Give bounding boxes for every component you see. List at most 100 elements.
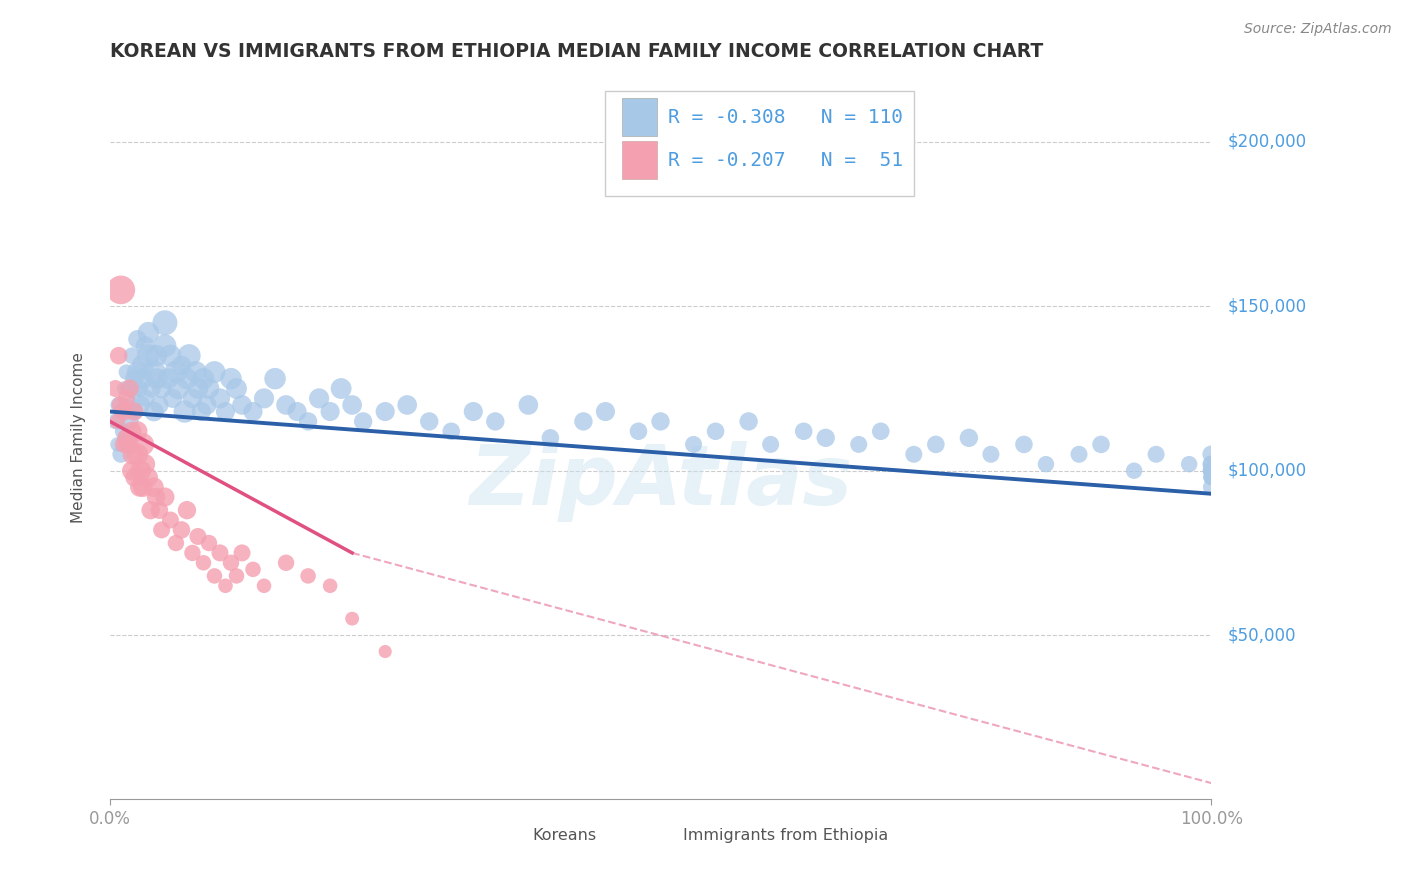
Point bbox=[132, 359, 155, 373]
Point bbox=[138, 349, 160, 363]
Text: Source: ZipAtlas.com: Source: ZipAtlas.com bbox=[1244, 22, 1392, 37]
Point bbox=[128, 382, 150, 396]
Point bbox=[1199, 470, 1222, 484]
Point bbox=[150, 382, 173, 396]
Point bbox=[142, 480, 165, 494]
Point bbox=[538, 431, 561, 445]
Point bbox=[124, 470, 146, 484]
Point bbox=[145, 349, 167, 363]
Point bbox=[145, 490, 167, 504]
Point bbox=[124, 404, 146, 418]
Point bbox=[484, 414, 506, 428]
Point bbox=[1199, 480, 1222, 494]
Point bbox=[1199, 464, 1222, 478]
Point bbox=[572, 414, 595, 428]
Point bbox=[110, 398, 132, 412]
Point bbox=[176, 503, 198, 517]
Point bbox=[264, 372, 287, 386]
Point bbox=[242, 562, 264, 576]
Point bbox=[107, 437, 129, 451]
Point bbox=[1199, 457, 1222, 471]
Point bbox=[208, 546, 231, 560]
Point bbox=[115, 431, 138, 445]
Point bbox=[219, 556, 242, 570]
Point bbox=[253, 392, 276, 406]
Point bbox=[153, 339, 176, 353]
Point bbox=[374, 644, 396, 658]
Point bbox=[219, 372, 242, 386]
Point bbox=[340, 612, 363, 626]
FancyBboxPatch shape bbox=[647, 823, 676, 848]
Point bbox=[187, 529, 209, 543]
Point bbox=[204, 569, 226, 583]
Point bbox=[110, 404, 132, 418]
Point bbox=[132, 372, 155, 386]
Point bbox=[138, 326, 160, 340]
Point bbox=[153, 490, 176, 504]
Point bbox=[127, 332, 149, 346]
Point bbox=[340, 398, 363, 412]
Point bbox=[193, 372, 215, 386]
Point bbox=[121, 424, 143, 438]
Point bbox=[122, 404, 145, 418]
Point bbox=[793, 424, 815, 438]
Point bbox=[308, 392, 330, 406]
Point bbox=[142, 365, 165, 379]
Point bbox=[1144, 447, 1167, 461]
Point bbox=[759, 437, 782, 451]
Point bbox=[129, 398, 152, 412]
Point bbox=[1199, 464, 1222, 478]
Point bbox=[148, 503, 170, 517]
Point bbox=[198, 382, 221, 396]
Point bbox=[704, 424, 727, 438]
Point bbox=[167, 382, 190, 396]
Point bbox=[127, 424, 149, 438]
Point bbox=[134, 457, 156, 471]
Point bbox=[142, 404, 165, 418]
Point bbox=[190, 404, 212, 418]
Point bbox=[127, 447, 149, 461]
FancyBboxPatch shape bbox=[606, 91, 914, 195]
Point bbox=[1067, 447, 1090, 461]
Point bbox=[134, 339, 156, 353]
FancyBboxPatch shape bbox=[621, 98, 657, 136]
Point bbox=[165, 536, 187, 550]
Point bbox=[121, 464, 143, 478]
Text: $100,000: $100,000 bbox=[1227, 462, 1306, 480]
Point bbox=[165, 365, 187, 379]
Point bbox=[418, 414, 440, 428]
Point bbox=[1199, 470, 1222, 484]
Point bbox=[121, 398, 143, 412]
Text: R = -0.308   N = 110: R = -0.308 N = 110 bbox=[668, 108, 903, 127]
Point bbox=[173, 404, 195, 418]
Point bbox=[122, 382, 145, 396]
Point bbox=[1199, 447, 1222, 461]
Point bbox=[112, 437, 135, 451]
Point bbox=[112, 404, 135, 418]
Point bbox=[139, 503, 162, 517]
Point bbox=[737, 414, 759, 428]
Point bbox=[181, 546, 204, 560]
Point bbox=[162, 392, 184, 406]
Point bbox=[242, 404, 264, 418]
Point bbox=[274, 556, 297, 570]
Text: Immigrants from Ethiopia: Immigrants from Ethiopia bbox=[682, 828, 887, 843]
Point bbox=[148, 398, 170, 412]
Point bbox=[1178, 457, 1201, 471]
Point bbox=[231, 546, 253, 560]
Point bbox=[214, 404, 236, 418]
Point bbox=[869, 424, 891, 438]
Point bbox=[1012, 437, 1035, 451]
Text: $50,000: $50,000 bbox=[1227, 626, 1296, 644]
Point bbox=[110, 447, 132, 461]
Point bbox=[118, 382, 141, 396]
Point bbox=[184, 365, 207, 379]
Point bbox=[1199, 457, 1222, 471]
Point bbox=[135, 392, 157, 406]
Point bbox=[117, 437, 139, 451]
Point bbox=[129, 464, 152, 478]
Point bbox=[274, 398, 297, 412]
Point bbox=[682, 437, 704, 451]
Point bbox=[319, 404, 342, 418]
Point bbox=[225, 569, 247, 583]
